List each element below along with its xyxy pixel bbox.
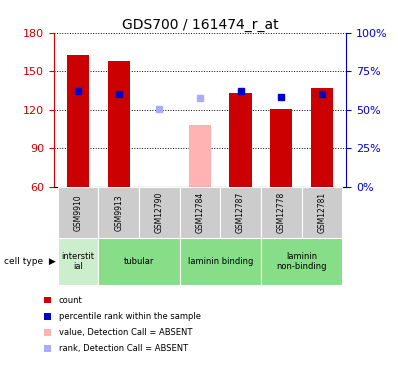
Bar: [107, 61, 130, 187]
Text: laminin binding: laminin binding: [187, 257, 253, 266]
Bar: [179, 238, 261, 285]
Text: value, Detection Call = ABSENT: value, Detection Call = ABSENT: [59, 328, 192, 337]
Bar: [179, 187, 220, 238]
Text: GSM12781: GSM12781: [317, 192, 326, 233]
Bar: [58, 187, 98, 238]
Bar: [270, 108, 293, 187]
Bar: [67, 55, 89, 187]
Text: cell type  ▶: cell type ▶: [4, 257, 56, 266]
Text: GSM12778: GSM12778: [277, 192, 286, 233]
Text: GSM12787: GSM12787: [236, 192, 245, 233]
Bar: [220, 187, 261, 238]
Text: GSM12790: GSM12790: [155, 191, 164, 233]
Text: percentile rank within the sample: percentile rank within the sample: [59, 312, 201, 321]
Bar: [261, 187, 302, 238]
Bar: [98, 187, 139, 238]
Text: count: count: [59, 296, 83, 305]
Text: tubular: tubular: [124, 257, 154, 266]
Text: rank, Detection Call = ABSENT: rank, Detection Call = ABSENT: [59, 344, 188, 353]
Text: interstit
ial: interstit ial: [62, 252, 95, 272]
Bar: [189, 125, 211, 187]
Text: laminin
non-binding: laminin non-binding: [276, 252, 327, 272]
Bar: [98, 238, 179, 285]
Text: GSM9910: GSM9910: [74, 194, 83, 231]
Bar: [311, 88, 333, 187]
Bar: [261, 238, 342, 285]
Title: GDS700 / 161474_r_at: GDS700 / 161474_r_at: [122, 18, 278, 32]
Bar: [139, 187, 179, 238]
Text: GSM12784: GSM12784: [195, 192, 205, 233]
Bar: [230, 93, 252, 187]
Bar: [302, 187, 342, 238]
Bar: [58, 238, 98, 285]
Text: GSM9913: GSM9913: [114, 194, 123, 231]
